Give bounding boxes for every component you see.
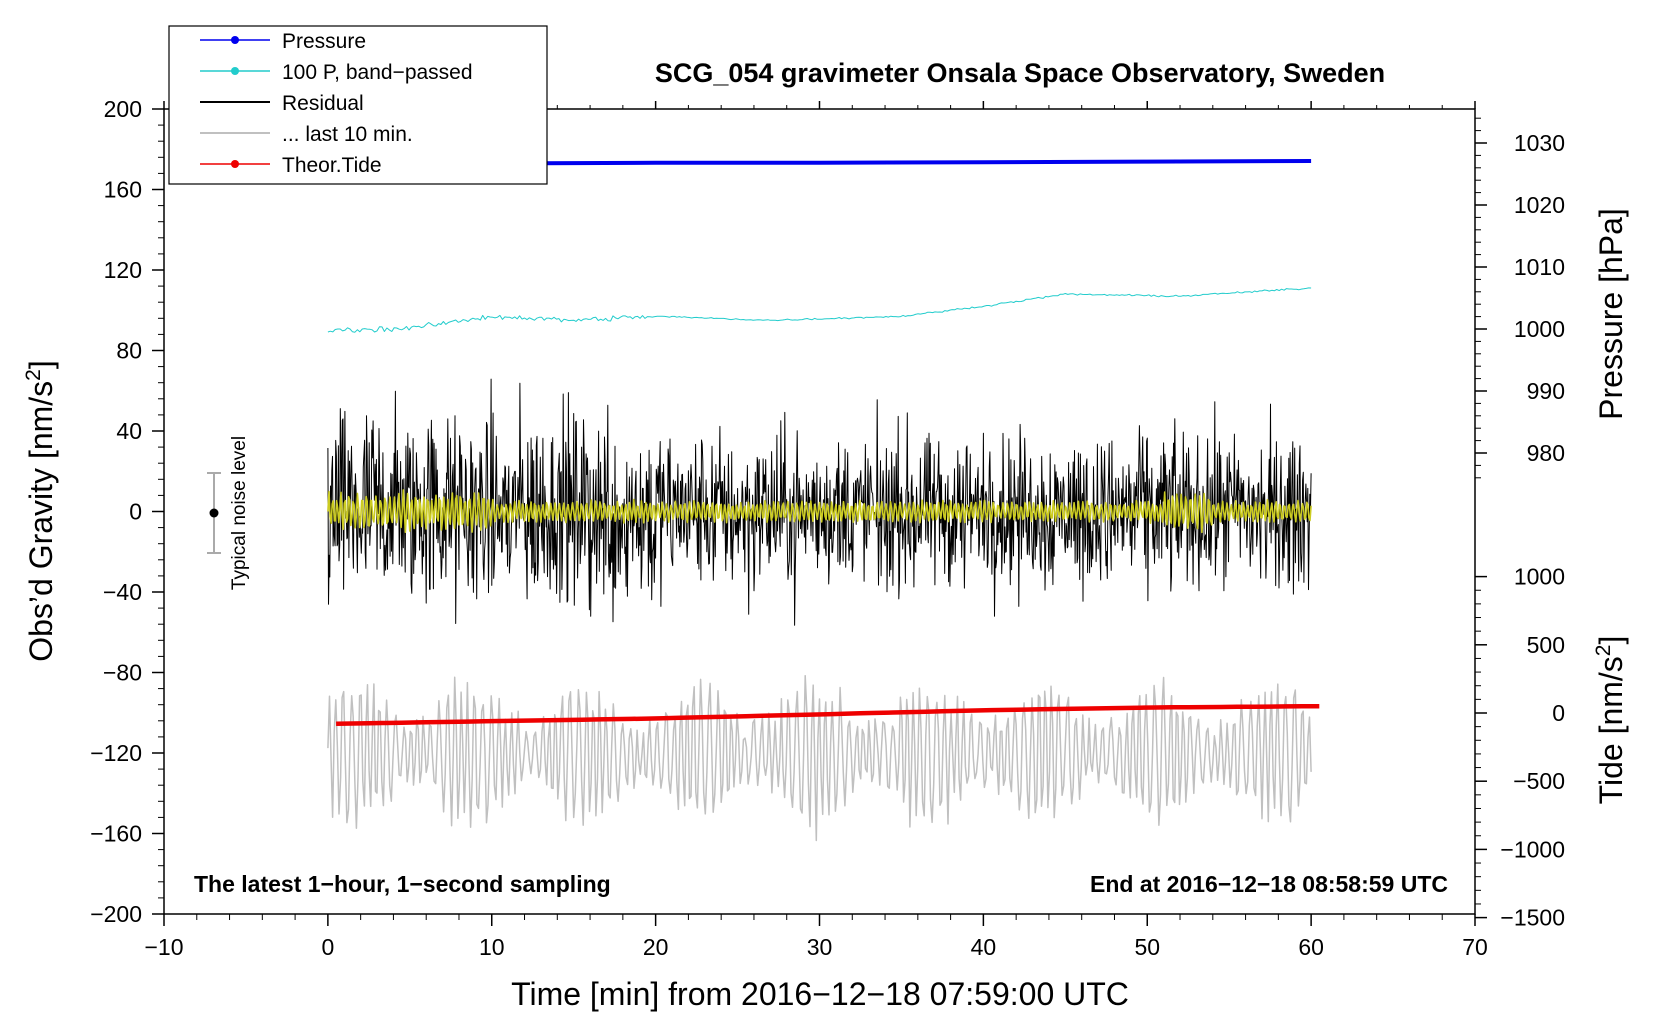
pressure-tick-label: 990 — [1527, 378, 1565, 404]
y-tick-label: 40 — [116, 418, 142, 444]
legend-label-pressure: Pressure — [282, 30, 366, 53]
legend-item-residual: Residual — [200, 92, 364, 115]
legend-label-theor-tide: Theor.Tide — [282, 154, 382, 177]
series-band-passed — [327, 287, 1312, 333]
pressure-tick-label: 1010 — [1514, 254, 1565, 280]
y-tick-label: 160 — [104, 177, 142, 203]
tide-tick-label: 1000 — [1514, 564, 1565, 590]
y-tick-label: −40 — [103, 579, 142, 605]
y-axis-title-pressure: Pressure [hPa] — [1593, 208, 1629, 420]
legend-label-last10: ... last 10 min. — [282, 123, 413, 146]
legend-item-theor-tide: Theor.Tide — [200, 154, 382, 177]
x-tick-label: 40 — [971, 934, 997, 960]
y-axis-title-left: Obs’d Gravity [nm/s2] — [22, 360, 59, 662]
noise-indicator: Typical noise level — [207, 436, 250, 590]
y-tick-label: 80 — [116, 338, 142, 364]
pressure-tick-label: 980 — [1527, 440, 1565, 466]
legend-marker-theor-tide — [231, 160, 239, 168]
y-tick-label: −120 — [90, 740, 142, 766]
x-axis-title: Time [min] from 2016−12−18 07:59:00 UTC — [511, 976, 1129, 1012]
legend-item-pressure: Pressure — [200, 30, 366, 53]
x-tick-label: 70 — [1462, 934, 1488, 960]
legend-item-last10: ... last 10 min. — [200, 123, 413, 146]
legend-label-residual: Residual — [282, 92, 364, 115]
legend-label-bandpassed: 100 P, band−passed — [282, 61, 473, 84]
legend: Pressure 100 P, band−passed Residual ...… — [168, 25, 548, 185]
y-tick-label: −160 — [90, 821, 142, 847]
y-axis-title-tide: Tide [nm/s2] — [1592, 636, 1629, 805]
legend-marker-bandpassed — [231, 67, 239, 75]
legend-item-bandpassed: 100 P, band−passed — [200, 61, 473, 84]
x-tick-label: 50 — [1134, 934, 1160, 960]
x-tick-label: 0 — [321, 934, 334, 960]
series-layer — [327, 159, 1320, 842]
y-tick-label: −80 — [103, 660, 142, 686]
tide-tick-label: −1000 — [1500, 836, 1565, 862]
series-residual-smoothed — [327, 489, 1312, 534]
legend-box — [168, 25, 548, 185]
pressure-tick-label: 1020 — [1514, 192, 1565, 218]
pressure-tick-label: 1030 — [1514, 130, 1565, 156]
noise-label: Typical noise level — [229, 436, 250, 590]
tide-tick-label: 0 — [1552, 700, 1565, 726]
noise-center-dot — [209, 508, 219, 518]
y-tick-label: 200 — [104, 96, 142, 122]
annotation-left: The latest 1−hour, 1−second sampling — [194, 871, 611, 897]
chart-title: SCG_054 gravimeter Onsala Space Observat… — [655, 58, 1385, 88]
x-tick-label: 20 — [643, 934, 669, 960]
x-tick-label: 30 — [807, 934, 833, 960]
annotation-right: End at 2016−12−18 08:58:59 UTC — [1090, 871, 1448, 897]
legend-marker-pressure — [231, 36, 239, 44]
tide-tick-label: 500 — [1527, 632, 1565, 658]
tide-tick-label: −1500 — [1500, 905, 1565, 931]
x-tick-label: 60 — [1298, 934, 1324, 960]
tide-tick-label: −500 — [1513, 768, 1565, 794]
x-tick-label: 10 — [479, 934, 505, 960]
pressure-tick-label: 1000 — [1514, 316, 1565, 342]
ticks-layer: −10 0 10 20 30 40 50 60 7020016012080400−40−80−1… — [90, 96, 1565, 960]
series-theor-tide — [336, 703, 1320, 727]
series-last-10-min — [327, 674, 1312, 842]
y-tick-label: −200 — [90, 901, 142, 927]
y-tick-label: 120 — [104, 257, 142, 283]
y-tick-label: 0 — [129, 499, 142, 525]
x-tick-label: −10 — [144, 934, 183, 960]
